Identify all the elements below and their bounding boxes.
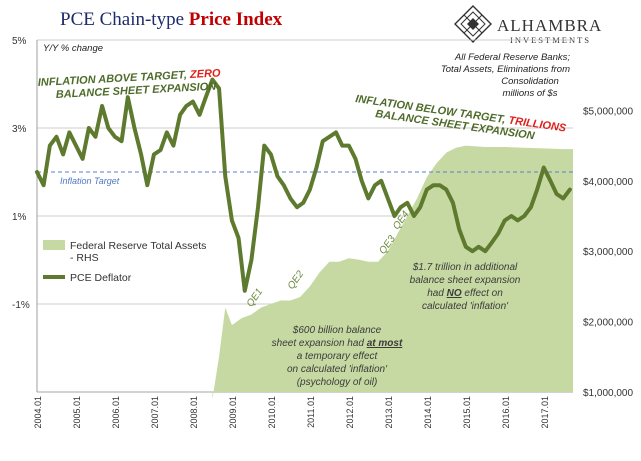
legend-pce: PCE Deflator (70, 272, 132, 284)
right-note-line1: All Federal Reserve Banks; (454, 52, 570, 63)
x-tick-label: 2009.01 (228, 396, 238, 429)
x-tick-label: 2008.01 (189, 396, 199, 429)
svg-text:sheet expansion had at most: sheet expansion had at most (272, 338, 403, 349)
logo: ALHAMBRA INVESTMENTS (454, 5, 602, 45)
x-tick-label: 2007.01 (150, 396, 160, 429)
x-tick-label: 2015.01 (462, 396, 472, 429)
left-tick-label: 3% (12, 124, 27, 135)
svg-text:had NO effect on: had NO effect on (427, 288, 503, 299)
chart-title: PCE Chain-type Price Index (60, 9, 283, 30)
right-tick-label: $1,000,000 (583, 388, 633, 399)
x-tick-label: 2010.01 (267, 396, 277, 429)
svg-text:$1.7 trillion in additional: $1.7 trillion in additional (412, 262, 518, 273)
x-axis-ticks: 2004.01 2005.01 2006.01 2007.01 2008.01 2009.… (33, 396, 550, 429)
x-tick-label: 2013.01 (384, 396, 394, 429)
right-axis-ticks: $1,000,000 $2,000,000 $3,000,000 $4,000,000… (583, 106, 633, 399)
x-tick-label: 2006.01 (111, 396, 121, 429)
svg-text:(psychology of oil): (psychology of oil) (297, 377, 378, 388)
right-tick-label: $4,000,000 (583, 177, 633, 188)
right-note-line3: Consolidation (501, 76, 559, 87)
right-tick-label: $5,000,000 (583, 106, 633, 117)
logo-name: ALHAMBRA (497, 16, 602, 35)
x-tick-label: 2005.01 (72, 396, 82, 429)
left-tick-label: 1% (12, 212, 27, 223)
svg-text:on calculated 'inflation': on calculated 'inflation' (287, 364, 388, 375)
assets-area-layer (212, 145, 573, 400)
x-tick-label: 2012.01 (345, 396, 355, 429)
x-tick-label: 2017.01 (540, 396, 550, 429)
assets-area (212, 145, 573, 400)
left-tick-label: 5% (12, 36, 27, 47)
x-tick-label: 2014.01 (423, 396, 433, 429)
left-axis-ticks: -1% 1% 3% 5% (12, 36, 30, 311)
right-tick-label: $2,000,000 (583, 318, 633, 329)
x-tick-label: 2011.01 (306, 396, 316, 428)
legend-assets-swatch (43, 240, 65, 250)
inflation-target-label: Inflation Target (60, 176, 120, 186)
x-tick-label: 2016.01 (501, 396, 511, 429)
qe-label: QE1 (245, 287, 265, 310)
note-1-7-trillion: $1.7 trillion in additional balance shee… (410, 262, 521, 312)
svg-text:$600 billion balance: $600 billion balance (292, 325, 382, 336)
svg-text:a temporary effect: a temporary effect (297, 351, 379, 362)
legend-assets-line1: Federal Reserve Total Assets (70, 240, 206, 252)
svg-text:calculated 'inflation': calculated 'inflation' (422, 301, 509, 312)
pce-line-layer (35, 77, 572, 293)
left-axis-unit: Y/Y % change (43, 43, 103, 54)
note-600-billion: $600 billion balance sheet expansion had… (272, 325, 403, 388)
right-note-line4: millions of $s (503, 88, 558, 99)
right-note-line2: Total Assets, Eliminations from (441, 64, 570, 75)
left-tick-label: -1% (12, 300, 30, 311)
pce-line (35, 77, 572, 293)
qe-label: QE2 (286, 269, 307, 292)
legend: Federal Reserve Total Assets - RHS PCE D… (43, 240, 206, 284)
svg-text:balance sheet expansion: balance sheet expansion (410, 275, 521, 286)
diamond-lattice-icon (454, 5, 492, 43)
right-tick-label: $3,000,000 (583, 247, 633, 258)
legend-assets-line2: - RHS (70, 252, 99, 264)
x-tick-label: 2004.01 (33, 396, 43, 429)
